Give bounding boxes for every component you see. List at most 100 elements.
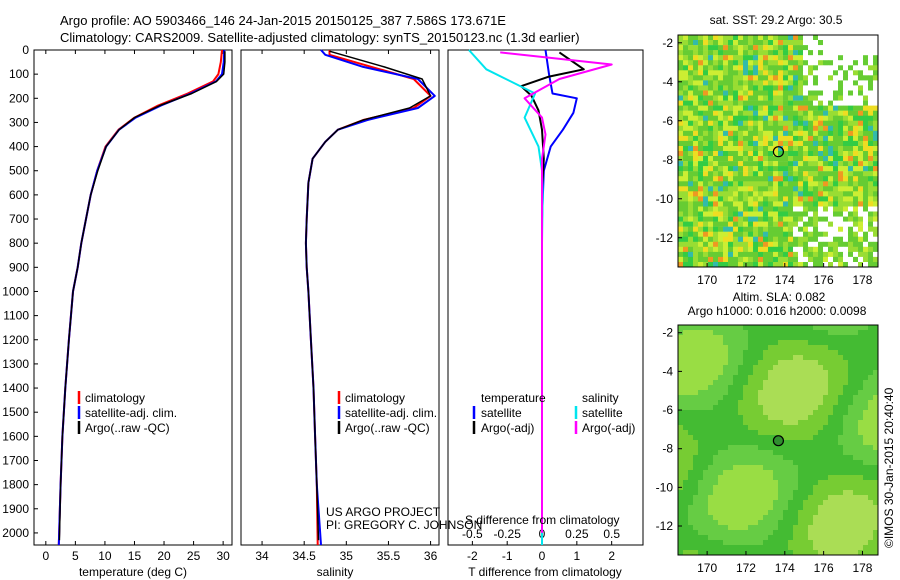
map-cell xyxy=(703,135,709,142)
map-cell xyxy=(823,171,829,177)
map-cell xyxy=(713,420,719,426)
map-cell xyxy=(813,241,819,248)
map-cell xyxy=(858,535,864,541)
map-cell xyxy=(723,246,729,253)
map-cell xyxy=(818,365,824,371)
map-cell xyxy=(843,525,849,531)
map-cell xyxy=(703,50,709,56)
map-cell xyxy=(683,515,689,521)
map-cell xyxy=(838,430,844,436)
map-cell xyxy=(723,365,729,371)
map-cell xyxy=(808,345,814,351)
map-cell xyxy=(873,45,878,51)
map-cell xyxy=(833,480,839,486)
map-cell xyxy=(793,105,799,111)
map-cell xyxy=(843,390,849,396)
map-cell xyxy=(808,130,814,137)
map-cell xyxy=(823,85,829,91)
map-cell xyxy=(803,95,809,101)
map-cell xyxy=(758,90,764,96)
map-cell xyxy=(768,211,774,217)
map-cell xyxy=(768,360,774,366)
map-cell xyxy=(803,520,809,526)
map-cell xyxy=(803,166,809,172)
map-cell xyxy=(828,480,834,486)
map-cell xyxy=(808,370,814,376)
map-cell xyxy=(738,460,744,466)
map-cell xyxy=(853,550,859,555)
map-cell xyxy=(788,510,794,516)
map-cell xyxy=(688,75,694,81)
map-cell xyxy=(863,355,869,361)
map-cell xyxy=(808,85,814,91)
map-cell xyxy=(843,176,849,182)
map-cell xyxy=(813,201,819,207)
map-cell xyxy=(858,75,864,81)
map-cell xyxy=(823,256,829,263)
map-cell xyxy=(683,325,689,331)
map-cell xyxy=(678,216,684,222)
map-cell xyxy=(843,470,849,476)
map-cell xyxy=(703,191,709,197)
map-cell xyxy=(703,405,709,411)
map-cell xyxy=(733,325,739,331)
map-cell xyxy=(693,231,699,237)
map-cell xyxy=(833,100,839,106)
map-cell xyxy=(708,251,714,258)
map-cell xyxy=(688,80,694,86)
map-cell xyxy=(733,151,739,157)
map-cell xyxy=(743,525,749,531)
map-cell xyxy=(833,450,839,456)
map-cell xyxy=(753,151,759,157)
map-cell xyxy=(763,135,769,142)
map-cell xyxy=(763,520,769,526)
map-cell xyxy=(823,420,829,426)
map-cell xyxy=(808,405,814,411)
map-cell xyxy=(678,530,684,536)
map-cell xyxy=(873,40,878,46)
map-cell xyxy=(728,201,734,207)
map-cell xyxy=(813,400,819,406)
map-cell xyxy=(768,525,774,531)
map-cell xyxy=(688,120,694,126)
map-cell xyxy=(688,125,694,132)
map-cell xyxy=(803,430,809,436)
map-cell xyxy=(803,355,809,361)
map-cell xyxy=(848,435,854,441)
map-cell xyxy=(863,360,869,366)
map-cell xyxy=(873,340,878,346)
map-cell xyxy=(763,535,769,541)
map-cell xyxy=(743,335,749,341)
map-cell xyxy=(763,475,769,481)
map-cell xyxy=(828,325,834,331)
map-cell xyxy=(768,221,774,227)
map-cell xyxy=(808,115,814,121)
map-cell xyxy=(688,520,694,526)
map-cell xyxy=(783,75,789,81)
map-cell xyxy=(848,251,854,258)
map-cell xyxy=(808,390,814,396)
map-cell xyxy=(818,216,824,222)
map-cell xyxy=(698,35,704,41)
map-cell xyxy=(728,90,734,96)
map-cell xyxy=(828,400,834,406)
map-cell xyxy=(683,345,689,351)
map-cell xyxy=(728,370,734,376)
map-cell xyxy=(728,50,734,56)
map-cell xyxy=(843,460,849,466)
map-cell xyxy=(798,505,804,511)
map-cell xyxy=(703,345,709,351)
map-cell xyxy=(693,246,699,253)
map-cell xyxy=(753,350,759,356)
map-cell xyxy=(848,465,854,471)
map-cell xyxy=(703,201,709,207)
map-cell xyxy=(873,110,878,116)
map-cell xyxy=(828,186,834,192)
map-cell xyxy=(818,520,824,526)
map-cell xyxy=(873,166,878,172)
map-cell xyxy=(743,241,749,248)
map-cell xyxy=(743,425,749,431)
map-cell xyxy=(723,495,729,501)
map-cell xyxy=(748,330,754,336)
map-cell xyxy=(838,226,844,232)
